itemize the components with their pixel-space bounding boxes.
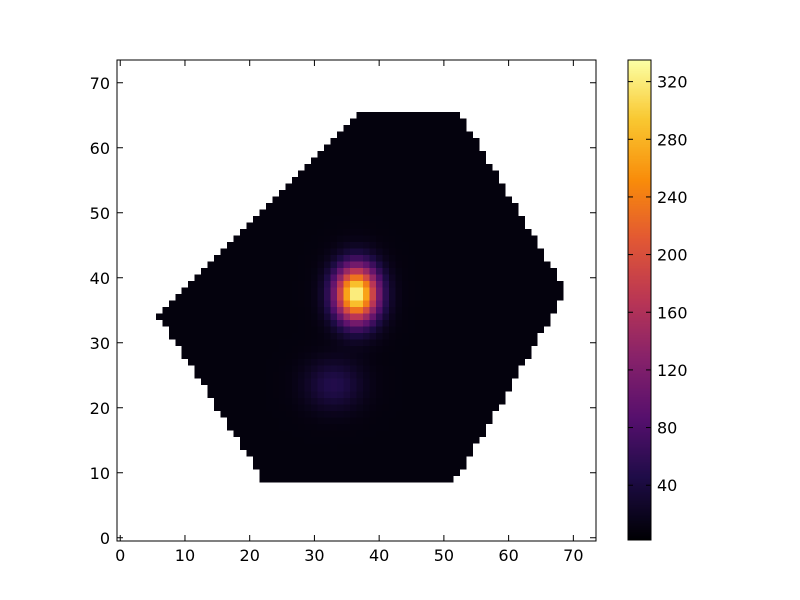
colorbar-tick-label: 240 (657, 188, 688, 207)
x-tick-label: 10 (175, 546, 195, 565)
y-tick-label: 40 (90, 269, 110, 288)
main-axes-ticks: 0 10 20 30 40 50 60 70 0 10 20 30 40 50 60 70 (90, 60, 596, 565)
colorbar-tick-label: 40 (657, 476, 677, 495)
heatmap-image (117, 60, 596, 541)
y-tick-label: 70 (90, 74, 110, 93)
y-tick-label: 20 (90, 399, 110, 418)
colorbar-tick-label: 280 (657, 130, 688, 149)
x-tick-label: 20 (240, 546, 260, 565)
colorbar-gradient (628, 60, 651, 540)
x-tick-label: 30 (304, 546, 324, 565)
y-tick-label: 50 (90, 204, 110, 223)
colorbar-tick-label: 80 (657, 419, 677, 438)
y-tick-label: 60 (90, 139, 110, 158)
y-tick-label: 0 (100, 529, 110, 548)
colorbar-tick-label: 160 (657, 303, 688, 322)
colorbar-frame (627, 59, 652, 541)
x-tick-label: 60 (498, 546, 518, 565)
y-tick-label: 10 (90, 464, 110, 483)
y-tick-label: 30 (90, 334, 110, 353)
colorbar-tick-label: 320 (657, 73, 688, 92)
colorbar-tick-label: 120 (657, 361, 688, 380)
x-tick-label: 0 (115, 546, 125, 565)
colorbar-ticks: 40 80 120 160 200 240 280 320 (628, 73, 688, 495)
plot-frame (116, 59, 597, 542)
x-tick-label: 50 (434, 546, 454, 565)
x-tick-label: 40 (369, 546, 389, 565)
x-tick-label: 70 (563, 546, 583, 565)
colorbar-tick-label: 200 (657, 246, 688, 265)
